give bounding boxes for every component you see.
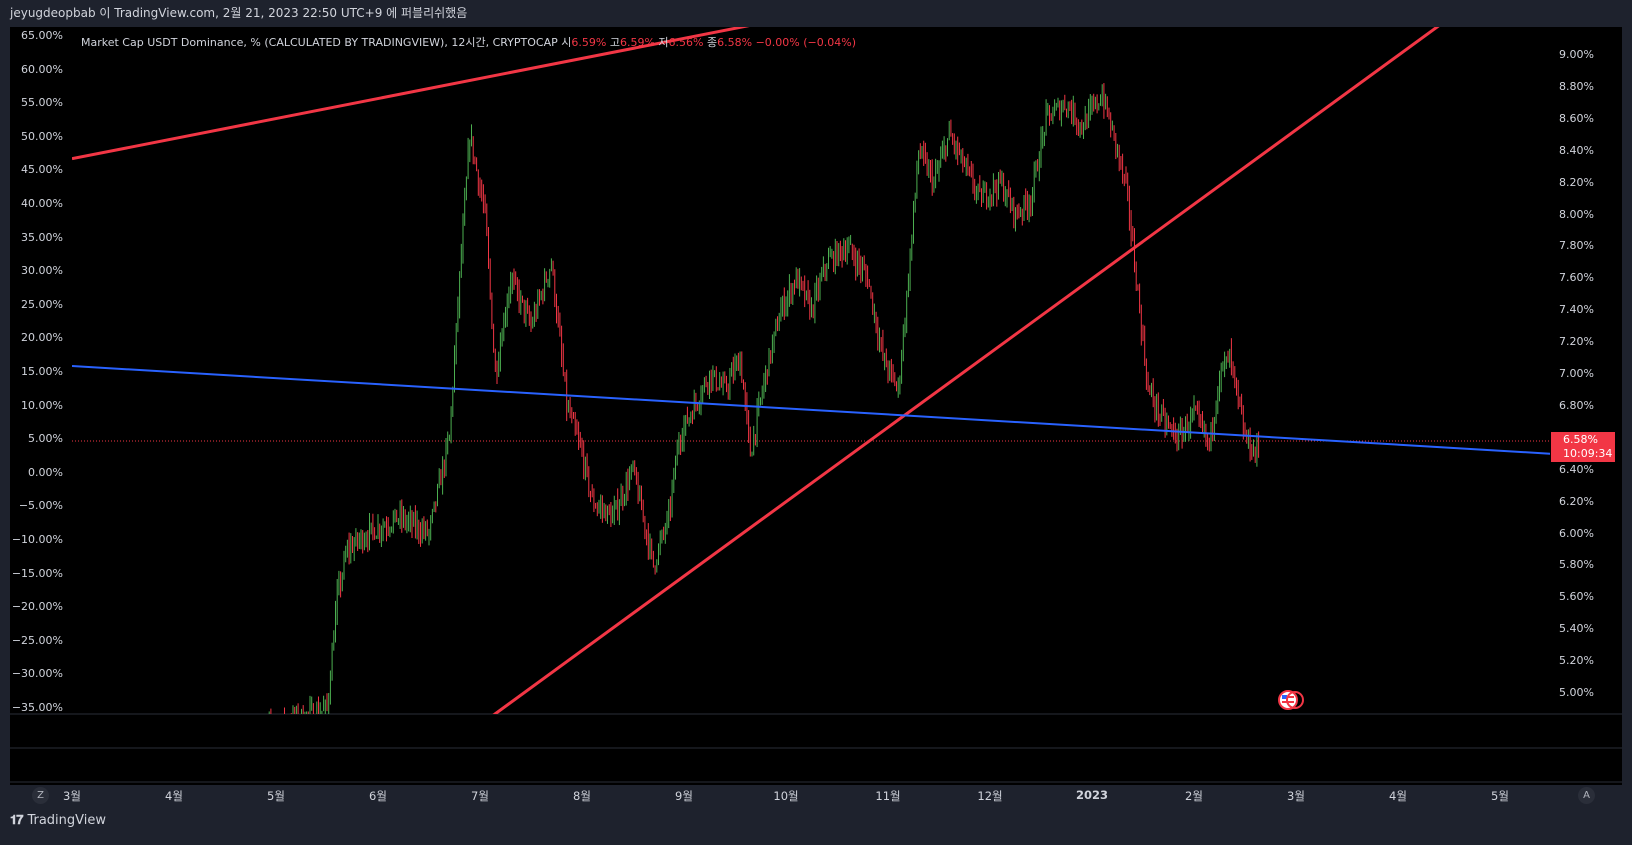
right-axis-tick: 5.60% bbox=[1559, 590, 1594, 604]
us-flag-event-icon[interactable] bbox=[1278, 690, 1304, 710]
time-axis-tick: 6월 bbox=[369, 789, 387, 803]
time-axis-tick: 4월 bbox=[1389, 789, 1407, 803]
right-axis-tick: 8.60% bbox=[1559, 111, 1594, 125]
publisher-text: jeyugdeopbab 이 TradingView.com, 2월 21, 2… bbox=[10, 6, 468, 20]
auto-scale-button-left[interactable]: Z bbox=[32, 787, 49, 804]
left-axis-tick: 0.00% bbox=[28, 465, 63, 479]
left-axis-tick: 55.00% bbox=[21, 96, 63, 110]
right-axis-tick: 9.00% bbox=[1559, 48, 1594, 61]
legend-low-value: 6.56% bbox=[668, 36, 704, 49]
right-axis-tick: 8.80% bbox=[1559, 79, 1594, 93]
right-axis-tick: 7.00% bbox=[1559, 367, 1594, 380]
right-axis-tick: 7.40% bbox=[1559, 303, 1594, 317]
tradingview-logo-icon: 𝟏𝟕 bbox=[10, 813, 24, 828]
legend-high-label: 고 bbox=[609, 36, 620, 49]
time-axis-tick: 9월 bbox=[675, 789, 693, 803]
left-axis-tick: −20.00% bbox=[11, 600, 63, 614]
right-axis-tick: 5.80% bbox=[1559, 558, 1594, 572]
right-axis-tick: 8.00% bbox=[1559, 207, 1594, 221]
legend-open-value: 6.59% bbox=[571, 36, 607, 49]
legend-low-label: 저 bbox=[658, 36, 669, 49]
right-axis-tick: 6.00% bbox=[1559, 526, 1594, 540]
right-axis-tick: 7.80% bbox=[1559, 239, 1594, 253]
left-axis-tick: 30.00% bbox=[21, 264, 63, 278]
left-axis-tick: −5.00% bbox=[18, 499, 63, 513]
right-axis-tick: 7.60% bbox=[1559, 271, 1594, 285]
time-axis-tick: 10월 bbox=[773, 789, 799, 803]
left-axis-tick: −10.00% bbox=[11, 533, 63, 546]
last-price-value: 6.58% bbox=[1563, 433, 1598, 446]
countdown-value: 10:09:34 bbox=[1563, 447, 1613, 460]
legend-symbol: Market Cap USDT Dominance, % (CALCULATED… bbox=[81, 36, 558, 49]
right-axis-tick: 5.20% bbox=[1559, 654, 1594, 668]
legend-close-value: 6.58% bbox=[717, 36, 753, 49]
legend-high-value: 6.59% bbox=[619, 36, 655, 49]
time-axis-tick: 8월 bbox=[573, 789, 591, 803]
left-axis-tick: −25.00% bbox=[11, 633, 63, 647]
legend-change-value: −0.00% (−0.04%) bbox=[755, 36, 856, 49]
right-axis-tick: 6.80% bbox=[1559, 398, 1594, 412]
left-axis-tick: 5.00% bbox=[28, 432, 63, 446]
auto-scale-button-right[interactable]: A bbox=[1578, 787, 1595, 804]
left-axis-tick: 20.00% bbox=[21, 331, 63, 345]
right-axis-tick: 5.40% bbox=[1559, 622, 1594, 636]
legend-close-label: 종 bbox=[707, 36, 718, 49]
brand-footer[interactable]: 𝟏𝟕 TradingView bbox=[10, 813, 106, 828]
time-axis-tick: 2월 bbox=[1185, 789, 1203, 803]
left-axis-tick: 10.00% bbox=[21, 398, 63, 412]
time-axis-tick: 12월 bbox=[977, 789, 1003, 803]
right-axis-tick: 6.40% bbox=[1559, 462, 1594, 476]
time-axis-tick: 3월 bbox=[63, 789, 81, 803]
blue-trendline[interactable] bbox=[72, 365, 1551, 455]
left-axis-tick: 45.00% bbox=[21, 163, 63, 177]
left-axis-tick: −15.00% bbox=[11, 566, 63, 580]
time-axis-tick: 4월 bbox=[165, 789, 183, 803]
right-axis-tick: 7.20% bbox=[1559, 335, 1594, 349]
publisher-bar: jeyugdeopbab 이 TradingView.com, 2월 21, 2… bbox=[0, 0, 1632, 27]
left-axis-tick: 65.00% bbox=[21, 29, 63, 42]
last-price-badge: 6.58% 10:09:34 bbox=[1551, 432, 1615, 462]
brand-name: TradingView bbox=[27, 813, 107, 828]
left-axis-tick: 15.00% bbox=[21, 365, 63, 378]
time-axis-tick: 5월 bbox=[1491, 789, 1509, 803]
left-axis-tick: −30.00% bbox=[11, 667, 63, 681]
time-axis-tick: 5월 bbox=[267, 789, 285, 803]
left-axis-tick: 35.00% bbox=[21, 230, 63, 244]
left-axis-tick: 40.00% bbox=[21, 197, 63, 210]
time-axis-tick: 3월 bbox=[1287, 789, 1305, 803]
left-button-label: Z bbox=[37, 790, 44, 801]
right-button-label: A bbox=[1583, 790, 1590, 801]
left-axis-tick: 25.00% bbox=[21, 297, 63, 311]
left-axis-tick: 50.00% bbox=[21, 129, 63, 143]
right-axis-tick: 5.00% bbox=[1559, 686, 1594, 699]
red-trendline[interactable] bbox=[480, 18, 1449, 725]
time-axis-tick: 11월 bbox=[875, 789, 901, 803]
left-axis-tick: 60.00% bbox=[21, 62, 63, 76]
right-axis-tick: 8.40% bbox=[1559, 143, 1594, 157]
right-axis-tick: 8.20% bbox=[1559, 175, 1594, 189]
chart-frame[interactable] bbox=[10, 27, 1622, 785]
left-axis-tick: −35.00% bbox=[11, 701, 63, 714]
plot-area[interactable] bbox=[72, 18, 1551, 749]
time-axis-tick: 7월 bbox=[471, 789, 489, 803]
red-trendline[interactable] bbox=[72, 18, 786, 161]
right-axis-tick: 6.20% bbox=[1559, 494, 1594, 508]
time-axis-tick: 2023 bbox=[1075, 788, 1109, 802]
legend-open-label: 시 bbox=[561, 36, 572, 49]
chart-legend: Market Cap USDT Dominance, % (CALCULATED… bbox=[81, 34, 856, 50]
